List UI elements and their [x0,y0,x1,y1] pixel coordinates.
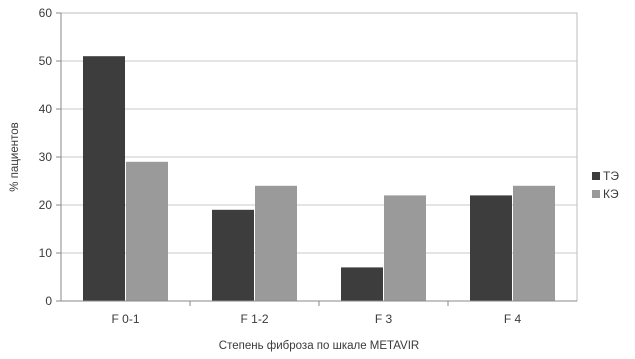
bar-te-3 [341,267,383,301]
bar-ke-3 [384,195,426,301]
x-tick-label: F 0-1 [111,312,139,326]
legend-swatch [592,190,600,198]
x-tick-label: F 3 [375,312,393,326]
y-tick-label: 10 [39,246,53,260]
x-axis-title: Степень фиброза по шкале METAVIR [219,340,419,352]
bar-ke-4 [513,185,555,301]
y-axis-title: % пациентов [9,122,21,191]
bar-ke-1 [126,161,168,301]
y-tick-label: 40 [39,102,53,116]
legend-label: КЭ [603,187,619,201]
legend: ТЭ КЭ [592,169,619,201]
axes: 0 10 20 30 40 50 60 F 0-1 F 1-2 F 3 F 4 [39,6,577,326]
bars [83,56,555,302]
bar-te-4 [470,195,512,301]
y-tick-label: 60 [39,6,53,20]
x-tick-label: F 1-2 [240,312,268,326]
legend-label: ТЭ [603,169,619,183]
y-tick-label: 30 [39,150,53,164]
y-tick-label: 20 [39,198,53,212]
y-tick-label: 50 [39,54,53,68]
bar-te-1 [83,56,125,302]
legend-swatch [592,172,600,180]
bar-te-2 [212,209,254,301]
y-tick-label: 0 [45,294,52,308]
x-tick-label: F 4 [504,312,522,326]
bar-ke-2 [255,185,297,301]
